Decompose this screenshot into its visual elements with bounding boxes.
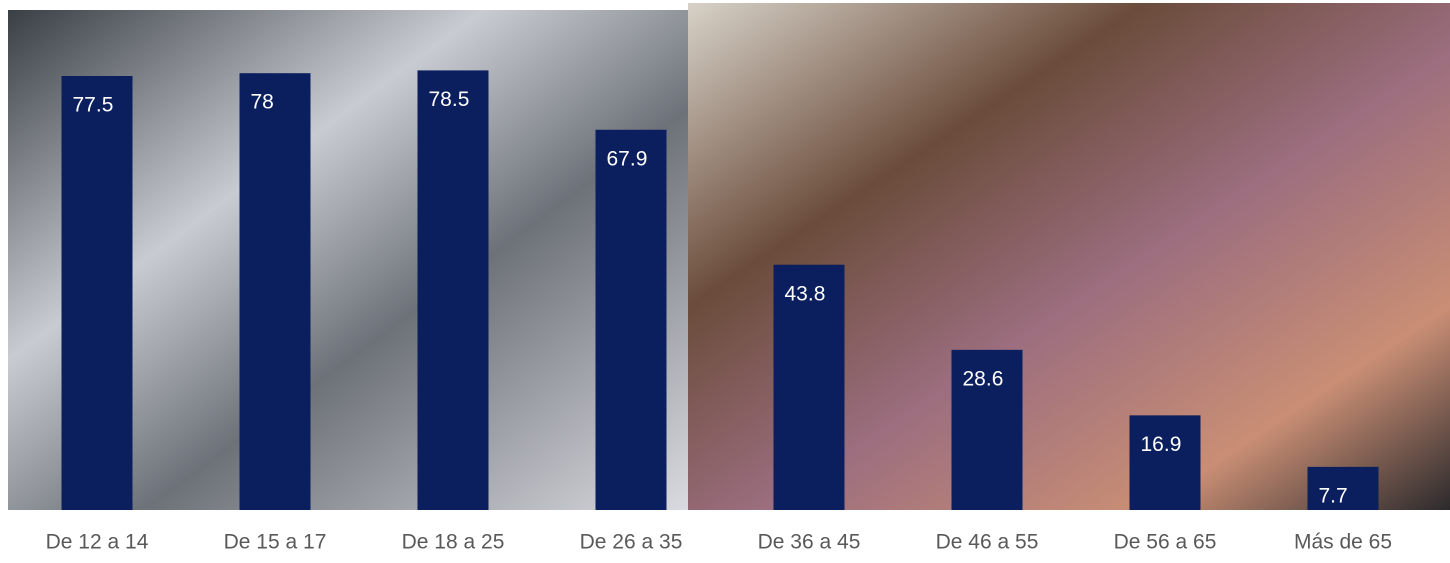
value-label: 78.5 [429, 88, 470, 111]
value-label: 16.9 [1141, 433, 1182, 456]
x-tick-label: De 36 a 45 [758, 531, 861, 554]
value-label: 7.7 [1319, 484, 1348, 507]
x-tick-label: De 46 a 55 [936, 531, 1039, 554]
value-label: 67.9 [607, 147, 648, 170]
bar [239, 73, 311, 510]
bar [61, 76, 133, 510]
x-tick-label: Más de 65 [1294, 531, 1392, 554]
bar [951, 349, 1023, 510]
x-tick-label: De 26 a 35 [580, 531, 683, 554]
value-label: 78 [251, 91, 274, 114]
value-label: 28.6 [963, 367, 1004, 390]
x-tick-label: De 15 a 17 [224, 531, 327, 554]
bar [1307, 466, 1379, 510]
value-label: 77.5 [73, 94, 114, 117]
bar [417, 70, 489, 511]
bar [595, 129, 667, 510]
x-tick-label: De 56 a 65 [1114, 531, 1217, 554]
bar [1129, 415, 1201, 510]
x-tick-label: De 12 a 14 [46, 531, 149, 554]
x-tick-label: De 18 a 25 [402, 531, 505, 554]
bar [773, 264, 845, 510]
value-label: 43.8 [785, 282, 826, 305]
